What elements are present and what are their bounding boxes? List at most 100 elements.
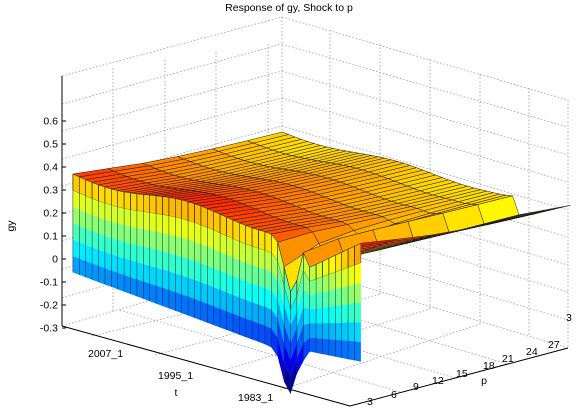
surface-front-face [136,193,144,213]
surface-front-face [175,217,182,238]
surface-front-face [104,186,112,206]
surface-front-face [124,258,131,278]
surface-front-face [239,241,246,263]
surface-front-face [328,272,336,291]
surface-front-face [322,257,330,278]
surface-front-face [187,201,195,224]
surface-front-face [156,231,163,252]
surface-mesh [72,131,571,394]
surface-front-face [328,339,336,357]
surface-front-face [271,328,278,357]
surface-front-face [245,244,253,265]
z-axis-label: gy [5,220,17,232]
p-tick-label: 15 [456,368,468,380]
p-axis-line [349,347,569,407]
surface-front-face [156,267,163,288]
surface-front-face [226,292,233,314]
surface-front-face [252,246,259,268]
surface-front-face [181,237,189,259]
surface-front-face [162,251,169,272]
surface-front-face [149,283,157,304]
surface-front-face [117,207,125,226]
surface-front-face [258,304,265,326]
surface-front-face [277,299,285,344]
surface-front-face [245,262,253,284]
surface-front-face [143,281,150,302]
surface-front-face [290,311,297,343]
surface-front-face [92,198,99,218]
surface-front-face [143,264,150,284]
surface-front-face [136,245,144,264]
surface-front-face [181,218,189,240]
surface-front-face [175,273,182,295]
surface-front-face [188,277,195,299]
surface-front-face [92,247,99,266]
surface-front-face [98,265,105,285]
surface-front-face [290,342,297,377]
p-tick-label: 6 [391,389,397,401]
surface-front-face [309,293,317,310]
surface-front-face [111,188,118,208]
p-tick-label: 24 [526,346,538,358]
surface-front-face [251,227,259,249]
surface-front-face [316,323,323,339]
surface-front-face [258,248,265,270]
surface-front-face [303,306,310,325]
surface-front-face [104,252,112,271]
surface-front-face [181,256,189,278]
surface-front-face [85,261,93,280]
surface-front-face [341,322,349,341]
surface-front-face [200,205,208,228]
surface-front-face [213,287,221,309]
surface-front-face [117,272,125,292]
surface-front-face [315,261,323,280]
surface-front-face [348,340,355,361]
surface-front-face [136,228,144,247]
surface-front-face [168,197,176,218]
surface-front-face [354,262,361,285]
surface-front-face [200,263,208,285]
surface-front-face [207,246,214,269]
t-tick-label: 1983_1 [238,392,273,404]
surface-front-face [220,289,227,312]
surface-front-face [271,309,278,338]
surface-front-face [181,199,189,222]
surface-front-face [149,248,157,268]
surface-front-face [296,325,304,359]
surface-front-face [124,275,131,294]
surface-front-face [213,230,221,252]
surface-front-face [213,268,221,290]
surface-front-face [309,337,317,353]
surface-front-face [252,320,259,342]
surface-front-face [322,290,329,308]
surface-front-face [130,260,137,280]
surface-front-face [303,288,310,310]
surface-front-face [85,179,93,199]
surface-front-face [284,324,291,360]
surface-front-face [213,306,221,328]
surface-front-face [341,248,349,271]
z-tick-labels: 0.6 0.5 0.4 0.3 0.2 0.1 0 -0.1 -0.2 -0.3 [40,116,66,335]
surface-front-face [245,299,253,321]
surface-front-face [111,270,118,290]
p-tick-label: 3 [367,396,373,408]
surface-front-face [252,302,259,324]
surface-front-face [258,323,265,345]
surface-front-face [226,216,234,240]
surface-front-face [104,268,112,287]
surface-front-face [149,265,157,286]
surface-front-face [264,250,272,272]
surface-front-face [200,225,208,247]
surface-front-face [188,296,195,318]
surface-front-face [85,212,93,232]
surface-front-face [188,239,195,261]
surface-front-face [258,267,265,288]
surface-front-face [149,212,157,232]
surface-front-face [111,221,118,240]
surface-front-face [335,305,342,323]
surface-front-face [188,258,195,280]
surface-front-face [239,222,246,245]
surface-front-face [130,277,137,297]
surface-front-face [341,304,349,323]
surface-front-face [309,308,317,324]
